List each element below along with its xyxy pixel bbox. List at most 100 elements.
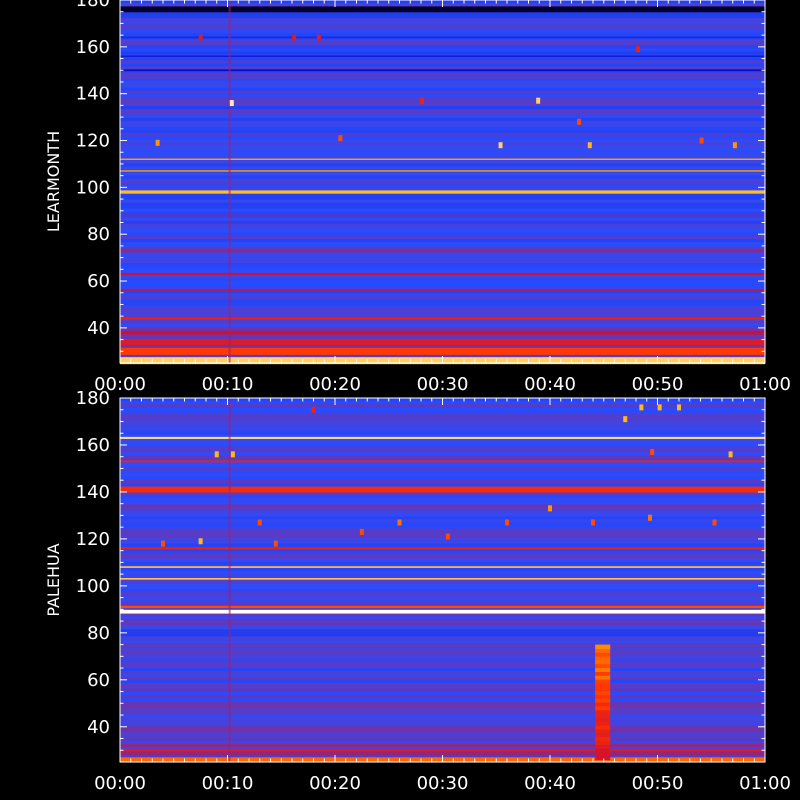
emission-blip <box>155 139 160 146</box>
radio-burst-cell <box>595 751 611 757</box>
spectrogram-background-row <box>120 479 765 484</box>
emission-blip <box>677 404 681 411</box>
radio-burst-cell <box>595 744 611 749</box>
y-tick-label: 120 <box>76 131 110 152</box>
spectrogram-background-row <box>120 692 765 696</box>
spectrogram-background-row <box>120 701 765 705</box>
emission-blip <box>699 137 704 144</box>
emission-blip <box>732 142 737 149</box>
spectrogram-background-row <box>120 178 765 183</box>
frequency-band <box>120 55 765 57</box>
radio-burst-cell <box>595 690 611 695</box>
spectrogram-background-row <box>120 199 765 204</box>
spectrogram-background-row <box>120 308 765 313</box>
spectrogram-background-row <box>120 422 765 426</box>
frequency-band <box>120 214 765 217</box>
spectrogram-background-row <box>120 75 765 80</box>
spectrogram-background-row <box>120 437 765 442</box>
spectrogram-background-row <box>120 698 765 702</box>
spectrogram-background-row <box>120 266 765 270</box>
interference-line <box>228 0 231 363</box>
spectrogram-background-row <box>120 284 765 288</box>
emission-blip <box>636 46 641 53</box>
radio-burst-cell <box>595 725 611 730</box>
radio-burst-cell <box>595 740 611 745</box>
spectrogram-background-row <box>120 27 765 31</box>
spectrogram-background-row <box>120 431 765 435</box>
spectrogram-background-row <box>120 704 765 708</box>
spectrogram-background-row <box>120 674 765 678</box>
spectrogram-background-row <box>120 622 765 627</box>
x-tick-label: 01:00 <box>739 773 791 794</box>
spectrogram-background-row <box>120 507 765 511</box>
spectrogram-background-row <box>120 133 765 137</box>
frequency-band <box>120 339 765 345</box>
spectrogram-background-row <box>120 528 765 533</box>
emission-blip <box>230 451 235 458</box>
frequency-band <box>120 6 765 13</box>
spectrogram-background-row <box>120 667 765 672</box>
spectrogram-background-row <box>120 449 765 454</box>
y-tick-label: 80 <box>87 623 110 644</box>
x-tick-label: 00:50 <box>632 374 684 395</box>
spectrogram-background-row <box>120 513 765 517</box>
emission-blip <box>257 519 262 526</box>
emission-blip <box>498 142 503 149</box>
y-tick-label: 120 <box>76 529 110 550</box>
spectrogram-background-row <box>120 573 765 578</box>
radio-burst-cell <box>595 694 611 699</box>
spectrogram-background-row <box>120 540 765 545</box>
frequency-band <box>120 436 765 439</box>
radio-burst-cell <box>595 713 611 718</box>
spectrogram-background-row <box>120 525 765 530</box>
emission-blip <box>229 100 234 107</box>
spectrogram-background-row <box>120 124 765 128</box>
frequency-band <box>120 605 765 609</box>
spectrogram-background-row <box>120 470 765 475</box>
spectrogram-background-row <box>120 238 765 243</box>
spectrogram-background-row <box>120 655 765 660</box>
radio-burst-cell <box>595 702 611 707</box>
spectrogram-background-row <box>120 166 765 171</box>
emission-blip <box>214 451 219 458</box>
spectrogram-background-row <box>120 60 765 65</box>
spectrogram-background-row <box>120 335 765 340</box>
spectrogram-background-row <box>120 592 765 596</box>
x-tick-label: 00:00 <box>94 773 146 794</box>
frequency-band <box>120 347 765 355</box>
spectrogram-background-row <box>120 154 765 158</box>
radio-burst-cell <box>595 728 611 734</box>
spectrogram-background-row <box>120 102 765 107</box>
spectrogram-background-row <box>120 139 765 143</box>
spectrogram-background-row <box>120 275 765 279</box>
spectrogram-background-row <box>120 163 765 167</box>
spectrogram-background-row <box>120 646 765 651</box>
emission-blip <box>536 97 541 104</box>
spectrogram-background-row <box>120 160 765 164</box>
learmonth-panel: 00:00 00:10 00:20 00:30 00:40 00:50 01:00 40 60 8… <box>44 0 791 395</box>
spectrogram-background-row <box>120 299 765 304</box>
spectrogram-background-row <box>120 661 765 666</box>
spectrogram-background-row <box>120 677 765 681</box>
spectrogram-background-row <box>120 127 765 131</box>
spectrogram-background-row <box>120 634 765 639</box>
spectrogram-background-row <box>120 42 765 46</box>
spectrogram-background-row <box>120 145 765 149</box>
spectrogram-background-row <box>120 534 765 539</box>
frequency-band <box>120 749 765 752</box>
radio-burst-cell <box>595 659 611 665</box>
spectrogram-background-row <box>120 595 765 599</box>
spectrogram-background-row <box>120 516 765 520</box>
spectrogram-background-row <box>120 519 765 523</box>
frequency-band <box>120 249 765 252</box>
spectrogram-background-row <box>120 616 765 621</box>
spectrogram-background-row <box>120 81 765 86</box>
frequency-band <box>120 330 765 335</box>
spectrogram-background-row <box>120 522 765 526</box>
spectrogram-background-row <box>120 743 765 748</box>
spectrogram-background-row <box>120 434 765 439</box>
emission-blip <box>505 519 509 526</box>
spectrogram-background-row <box>120 220 765 225</box>
y-tick-label: 180 <box>76 0 110 11</box>
